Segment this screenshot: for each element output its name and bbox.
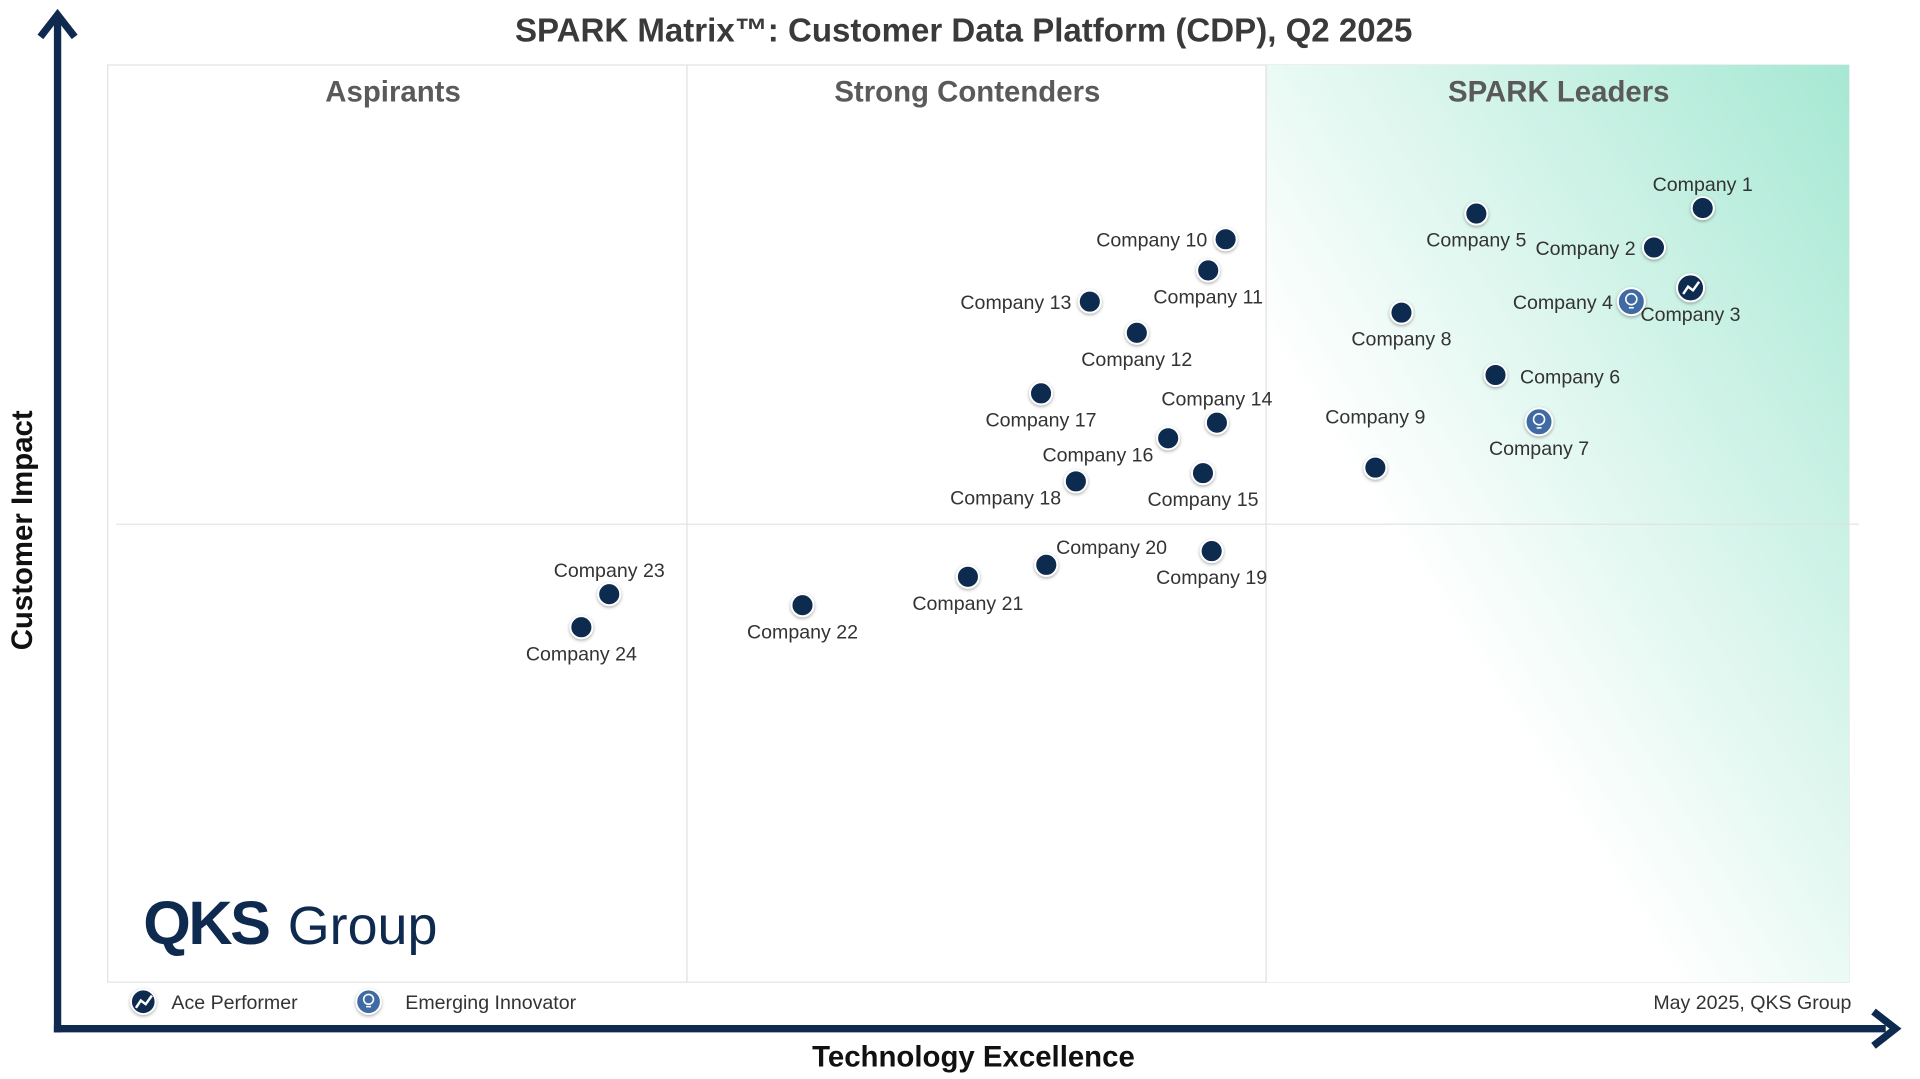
y-axis-title: Customer Impact [6, 410, 39, 650]
point-marker [1389, 300, 1414, 325]
quadrant-label-strong-contenders: Strong Contenders [834, 76, 1100, 109]
data-point-company-3 [1676, 273, 1705, 303]
point-label-company-2: Company 2 [1535, 238, 1635, 260]
x-axis [53, 1008, 1902, 1049]
point-marker [1199, 539, 1224, 564]
point-marker [1690, 196, 1715, 221]
point-label-company-9: Company 9 [1325, 407, 1425, 429]
point-label-company-24: Company 24 [526, 643, 637, 665]
data-point-company-15 [1190, 461, 1215, 486]
trend-up-icon [1682, 281, 1701, 295]
point-marker [1034, 552, 1059, 577]
point-label-company-1: Company 1 [1653, 174, 1753, 196]
legend-emerging-innovator-icon [355, 988, 382, 1015]
point-label-company-21: Company 21 [912, 593, 1023, 615]
point-label-company-15: Company 15 [1147, 489, 1258, 511]
data-point-company-21 [955, 564, 980, 589]
point-label-company-3: Company 3 [1640, 304, 1740, 326]
point-marker [1196, 258, 1221, 283]
data-point-company-8 [1389, 300, 1414, 325]
point-label-company-22: Company 22 [747, 621, 858, 643]
point-label-company-14: Company 14 [1161, 389, 1272, 411]
point-label-company-16: Company 16 [1042, 445, 1153, 467]
point-marker [1077, 289, 1102, 314]
point-label-company-6: Company 6 [1520, 367, 1620, 389]
lightbulb-icon [1625, 292, 1638, 309]
data-point-company-13 [1077, 289, 1102, 314]
point-label-company-13: Company 13 [960, 292, 1071, 314]
data-point-company-20 [1034, 552, 1059, 577]
point-marker [597, 582, 622, 607]
data-point-company-11 [1196, 258, 1221, 283]
data-point-company-19 [1199, 539, 1224, 564]
point-marker [1029, 381, 1054, 406]
data-point-company-23 [597, 582, 622, 607]
point-label-company-10: Company 10 [1096, 230, 1207, 252]
point-label-company-17: Company 17 [986, 409, 1097, 431]
data-point-company-12 [1124, 320, 1149, 345]
data-points: Company 1 Company 2 Company 3 Company 4 Comp… [526, 174, 1753, 665]
point-marker [1483, 363, 1508, 388]
point-marker [1124, 320, 1149, 345]
point-label-company-20: Company 20 [1056, 537, 1167, 559]
point-marker [1156, 426, 1181, 451]
point-label-company-7: Company 7 [1489, 438, 1589, 460]
data-point-company-9 [1363, 455, 1388, 480]
point-label-company-8: Company 8 [1351, 329, 1451, 351]
point-marker [1190, 461, 1215, 486]
quadrant-label-aspirants: Aspirants [325, 76, 461, 109]
point-label-company-5: Company 5 [1426, 230, 1526, 252]
data-point-company-24 [569, 615, 594, 640]
footer-credit: May 2025, QKS Group [1653, 992, 1851, 1014]
data-point-company-17 [1029, 381, 1054, 406]
point-marker [1204, 410, 1229, 435]
data-point-company-18 [1063, 469, 1088, 494]
data-point-company-14 [1204, 410, 1229, 435]
legend: Ace Performer Emerging Innovator [130, 988, 577, 1015]
point-label-company-18: Company 18 [950, 488, 1061, 510]
data-point-company-16 [1156, 426, 1181, 451]
point-label-company-11: Company 11 [1153, 287, 1263, 309]
svg-text:QKS: QKS [143, 889, 269, 957]
point-label-company-23: Company 23 [554, 560, 665, 582]
data-point-company-7 [1524, 407, 1554, 437]
point-marker [1524, 407, 1554, 437]
svg-text:Group: Group [288, 896, 438, 956]
legend-ace-performer-icon [130, 988, 157, 1015]
legend-emerging-innovator-label: Emerging Innovator [405, 992, 576, 1014]
point-marker [569, 615, 594, 640]
x-axis-title: Technology Excellence [812, 1041, 1135, 1074]
data-point-company-5 [1464, 201, 1489, 226]
y-axis [37, 8, 78, 1033]
point-label-company-4: Company 4 [1513, 292, 1613, 314]
point-marker [1363, 455, 1388, 480]
data-point-company-4 [1616, 287, 1646, 317]
lightbulb-icon [1532, 413, 1546, 429]
point-marker [955, 564, 980, 589]
point-marker [1464, 201, 1489, 226]
data-point-company-1 [1690, 196, 1715, 221]
qks-group-logo: QKS Group [143, 889, 437, 957]
data-point-company-10 [1213, 227, 1238, 252]
data-point-company-2 [1641, 235, 1666, 260]
point-marker [1616, 287, 1646, 317]
chart-title: SPARK Matrix™: Customer Data Platform (C… [515, 13, 1412, 50]
point-marker [1063, 469, 1088, 494]
legend-ace-performer-label: Ace Performer [171, 992, 298, 1014]
data-point-company-22 [790, 593, 815, 618]
point-label-company-19: Company 19 [1156, 567, 1267, 589]
point-marker [1641, 235, 1666, 260]
point-label-company-12: Company 12 [1081, 349, 1192, 371]
quadrant-label-spark-leaders: SPARK Leaders [1448, 76, 1669, 109]
point-marker [790, 593, 815, 618]
data-point-company-6 [1483, 363, 1508, 388]
point-marker [1213, 227, 1238, 252]
